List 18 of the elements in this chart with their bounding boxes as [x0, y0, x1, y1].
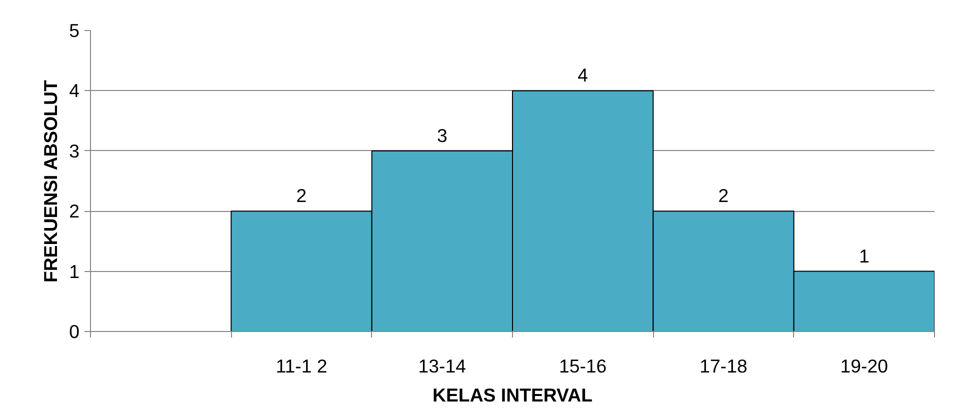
data-label: 3 [436, 124, 448, 146]
x-tick-label: 17-18 [700, 356, 748, 376]
y-tick-label: 2 [69, 200, 80, 222]
data-label: 1 [858, 245, 870, 266]
y-tick-label: 1 [69, 260, 80, 282]
x-axis-title: KELAS INTERVAL [432, 384, 592, 406]
y-tick-label: 5 [69, 20, 80, 41]
data-label: 4 [578, 64, 588, 86]
y-tick-label: 0 [69, 321, 80, 342]
x-tick-label: 15-16 [558, 356, 607, 376]
y-tick-label: 4 [69, 80, 80, 102]
data-label: 2 [718, 185, 729, 206]
x-tick-label: 11-1 2 [276, 356, 328, 376]
data-label: 2 [296, 185, 307, 206]
x-tick-label: 19-20 [840, 356, 888, 376]
y-axis-title: FREKUENSI ABSOLUT [40, 80, 62, 283]
y-tick-label: 3 [69, 140, 80, 162]
x-tick-label: 13-14 [418, 356, 466, 376]
